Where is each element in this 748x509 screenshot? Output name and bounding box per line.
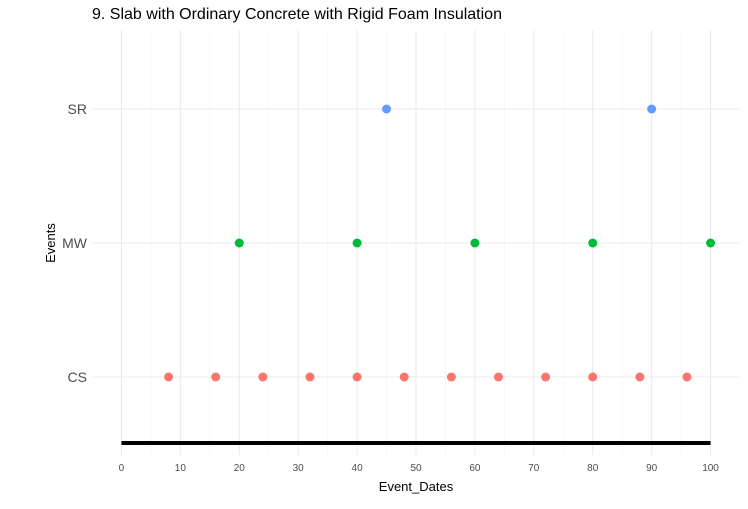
x-tick-label: 70	[528, 463, 540, 474]
data-point-cs	[588, 372, 598, 382]
x-tick-label: 60	[469, 463, 481, 474]
grid	[92, 30, 740, 455]
data-point-cs	[446, 372, 456, 382]
x-tick-label: 50	[410, 463, 422, 474]
data-point-cs	[211, 372, 221, 382]
x-tick-label: 0	[119, 463, 125, 474]
data-point-mw	[706, 238, 716, 248]
data-point-mw	[234, 238, 244, 248]
x-axis-title: Event_Dates	[379, 479, 454, 494]
y-tick-labels: CS MW SR	[62, 101, 88, 385]
chart-title: 9. Slab with Ordinary Concrete with Rigi…	[92, 6, 502, 23]
x-tick-label: 80	[587, 463, 599, 474]
data-point-mw	[352, 238, 362, 248]
x-tick-labels: 0 10 20 30 40 50 60 70 80 90 100	[119, 463, 720, 474]
y-tick-label: MW	[62, 235, 88, 251]
data-point-cs	[305, 372, 315, 382]
data-point-cs	[258, 372, 268, 382]
data-point-mw	[470, 238, 480, 248]
y-axis-title: Events	[43, 223, 58, 263]
data-points	[164, 104, 716, 382]
x-tick-label: 30	[293, 463, 305, 474]
x-tick-label: 20	[234, 463, 246, 474]
y-tick-label: SR	[68, 101, 87, 117]
data-point-cs	[352, 372, 362, 382]
x-tick-label: 90	[646, 463, 658, 474]
y-tick-label: CS	[68, 369, 87, 385]
data-point-cs	[682, 372, 692, 382]
data-point-sr	[647, 104, 657, 114]
data-point-cs	[399, 372, 409, 382]
data-point-mw	[588, 238, 598, 248]
x-tick-label: 100	[702, 463, 719, 474]
x-tick-label: 10	[175, 463, 187, 474]
data-point-cs	[164, 372, 174, 382]
data-point-cs	[541, 372, 551, 382]
x-tick-label: 40	[352, 463, 364, 474]
data-point-cs	[493, 372, 503, 382]
data-point-sr	[382, 104, 392, 114]
data-point-cs	[635, 372, 645, 382]
